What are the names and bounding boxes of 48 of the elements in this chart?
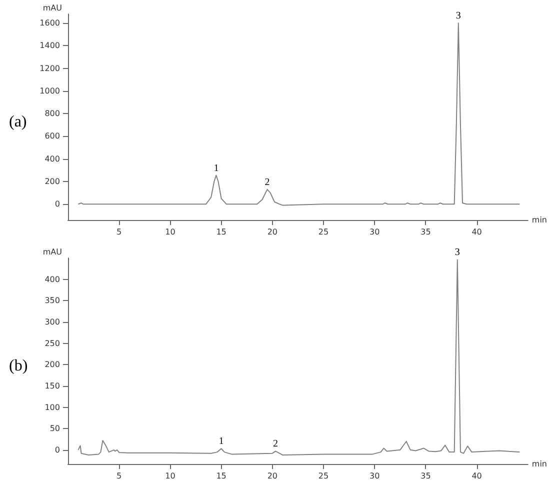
y-tick-label: 200 — [44, 177, 60, 186]
x-tick-label: 40 — [472, 228, 482, 236]
y-tick-label: 250 — [44, 338, 60, 348]
y-tick-label: 350 — [44, 296, 60, 306]
x-axis-title: min — [532, 460, 548, 468]
y-tick-label: 50 — [50, 424, 60, 434]
x-tick-label: 20 — [267, 228, 278, 236]
y-tick-label: 200 — [44, 360, 60, 370]
x-axis-title: min — [532, 216, 548, 224]
x-tick-label: 40 — [472, 472, 482, 480]
x-tick-label: 15 — [216, 472, 226, 480]
x-tick-label: 10 — [165, 472, 176, 480]
y-tick-label: 1200 — [40, 64, 60, 73]
y-tick-label: 100 — [44, 402, 60, 412]
y-tick-label: 0 — [54, 445, 60, 454]
x-tick-label: 25 — [318, 472, 329, 480]
y-tick-label: 150 — [44, 381, 60, 390]
y-tick-label: 0 — [54, 200, 60, 209]
annotation: 3 — [454, 247, 460, 258]
y-axis-title: mAU — [42, 248, 62, 256]
y-tick-label: 400 — [44, 154, 60, 164]
text: (b) — [9, 358, 28, 374]
x-tick-label: 30 — [370, 472, 380, 480]
text: (a) — [9, 114, 27, 130]
x-tick-label: 15 — [216, 228, 226, 236]
y-tick-label: 400 — [44, 274, 60, 284]
line-series — [78, 259, 520, 456]
x-tick-label: 20 — [267, 472, 278, 480]
annotation: 1 — [218, 436, 224, 448]
y-axis-title: mAU — [42, 4, 62, 12]
annotation: 2 — [264, 176, 270, 188]
line-series — [78, 22, 520, 206]
y-tick-label: 800 — [44, 109, 60, 118]
annotation: 3 — [456, 10, 461, 22]
y-tick-label: 600 — [44, 132, 60, 141]
annotation: 2 — [272, 438, 278, 450]
y-tick-label: 1000 — [40, 86, 60, 96]
x-tick-label: 35 — [420, 228, 431, 236]
x-tick-label: 35 — [420, 472, 431, 480]
y-tick-label: 300 — [44, 317, 60, 326]
y-tick-label: 1600 — [40, 18, 60, 28]
x-tick-label: 10 — [165, 228, 176, 236]
x-tick-label: 30 — [370, 228, 380, 236]
y-tick-label: 1400 — [40, 41, 60, 50]
x-tick-label: 5 — [116, 228, 122, 236]
annotation: 1 — [214, 162, 219, 174]
x-tick-label: 25 — [318, 228, 329, 236]
x-tick-label: 5 — [116, 472, 122, 480]
